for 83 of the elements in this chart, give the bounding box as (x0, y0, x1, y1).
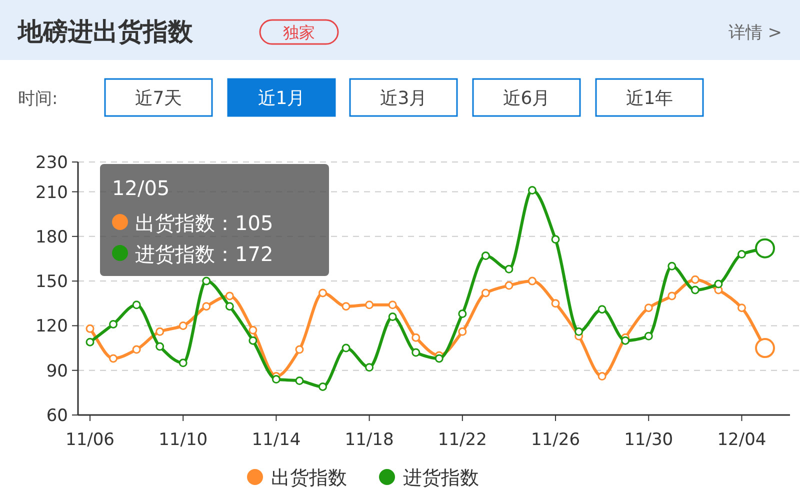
annotation: 进货指数：172 (135, 242, 274, 266)
point (551, 299, 560, 308)
y-tick-label: 230 (36, 153, 68, 173)
point (272, 375, 280, 384)
x-tick-label: 11/18 (344, 430, 394, 450)
x-tick-label: 11/06 (66, 430, 114, 450)
x-tick-label: 11/22 (438, 430, 487, 450)
point (318, 382, 328, 391)
x-tick-label: 11/30 (624, 430, 674, 450)
point (295, 376, 304, 386)
point (86, 338, 94, 346)
text: 近3月 (380, 88, 428, 109)
y-tick-label: 60 (46, 406, 68, 426)
legend-label: 进货指数 (403, 467, 479, 489)
point (412, 348, 420, 357)
x-tick-label: 11/10 (158, 430, 208, 450)
text: 近7天 (134, 88, 182, 109)
point (737, 304, 746, 312)
y-tick-label: 210 (36, 182, 68, 203)
point (621, 336, 630, 345)
point (690, 275, 700, 284)
point (551, 235, 560, 244)
point (318, 288, 328, 298)
x-tick-label: 11/14 (252, 430, 301, 450)
point (574, 327, 584, 336)
x-tick-label: 11/26 (531, 430, 580, 450)
point (295, 345, 304, 354)
tooltip: 12/05 出货指数：105 进货指数：172 (100, 164, 329, 276)
point (481, 252, 490, 260)
point (365, 300, 374, 310)
point (458, 327, 467, 336)
point (132, 345, 141, 354)
point (504, 264, 514, 274)
point (388, 312, 397, 322)
point (458, 310, 467, 318)
point (481, 288, 490, 298)
point (714, 280, 723, 288)
point (598, 305, 606, 314)
point (342, 302, 350, 311)
point (109, 320, 118, 328)
point (109, 354, 118, 363)
y-tick-label: 90 (46, 361, 68, 382)
text: 时间: (18, 89, 58, 109)
point (202, 302, 211, 311)
point (737, 250, 746, 259)
legend-label: 出货指数 (271, 467, 347, 489)
point (434, 354, 444, 363)
y-tick-label: 180 (36, 227, 68, 248)
point (644, 304, 653, 312)
point (156, 327, 164, 336)
text: 近1月 (258, 88, 306, 109)
point (342, 344, 350, 352)
point (365, 363, 374, 372)
point (504, 281, 514, 290)
annotation: 12/05 (112, 176, 170, 200)
point (86, 324, 94, 333)
text: 近6月 (502, 88, 550, 109)
point (388, 300, 397, 310)
y-tick-label: 150 (36, 272, 68, 292)
chart-title: 地磅进出货指数 (17, 17, 194, 46)
point (644, 332, 653, 340)
point (528, 276, 536, 286)
annotation: 出货指数：105 (135, 211, 274, 235)
text: 独家 (283, 23, 315, 42)
point (412, 333, 420, 342)
point (156, 342, 164, 351)
point (248, 336, 258, 345)
point (225, 292, 234, 300)
point (225, 302, 234, 311)
point (178, 358, 188, 368)
point (248, 326, 258, 334)
point (668, 262, 676, 270)
y-tick-label: 120 (36, 316, 68, 337)
point (132, 300, 141, 310)
x-tick-label: 12/04 (717, 430, 766, 450)
text: 近1年 (626, 88, 674, 109)
point (668, 292, 676, 300)
point (690, 286, 700, 294)
point (528, 186, 536, 195)
text: 详情 > (728, 23, 782, 43)
point (178, 321, 188, 330)
point (202, 276, 211, 286)
point (598, 372, 606, 381)
